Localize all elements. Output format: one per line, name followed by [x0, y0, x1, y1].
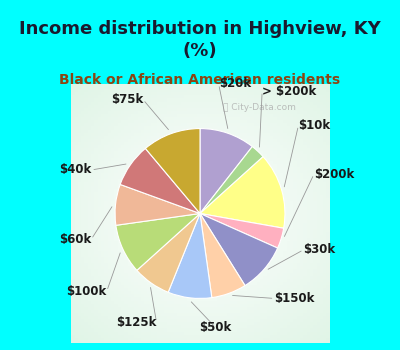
- Text: Income distribution in Highview, KY
(%): Income distribution in Highview, KY (%): [19, 20, 381, 60]
- Text: Black or African American residents: Black or African American residents: [60, 73, 340, 87]
- Text: $40k: $40k: [59, 163, 91, 176]
- Text: $100k: $100k: [66, 285, 107, 298]
- Text: $125k: $125k: [116, 316, 156, 329]
- Wedge shape: [200, 214, 284, 248]
- Wedge shape: [200, 214, 278, 286]
- Wedge shape: [137, 214, 200, 292]
- Wedge shape: [168, 214, 212, 299]
- Text: $60k: $60k: [59, 233, 91, 246]
- Text: $200k: $200k: [314, 168, 354, 181]
- Bar: [350, 84, 366, 343]
- Bar: [34, 84, 50, 343]
- Wedge shape: [200, 157, 285, 228]
- Text: ⓘ City-Data.com: ⓘ City-Data.com: [223, 103, 296, 112]
- Wedge shape: [116, 214, 200, 270]
- Wedge shape: [145, 128, 200, 214]
- Text: $10k: $10k: [298, 119, 330, 132]
- Text: > $200k: > $200k: [262, 85, 316, 98]
- Wedge shape: [115, 184, 200, 225]
- Wedge shape: [200, 147, 263, 214]
- Text: $150k: $150k: [274, 292, 315, 305]
- Text: $50k: $50k: [200, 321, 232, 334]
- Text: $20k: $20k: [219, 77, 251, 91]
- Text: $75k: $75k: [111, 93, 143, 106]
- Text: $30k: $30k: [304, 243, 336, 256]
- Wedge shape: [200, 214, 245, 298]
- Wedge shape: [120, 148, 200, 214]
- Wedge shape: [200, 128, 252, 214]
